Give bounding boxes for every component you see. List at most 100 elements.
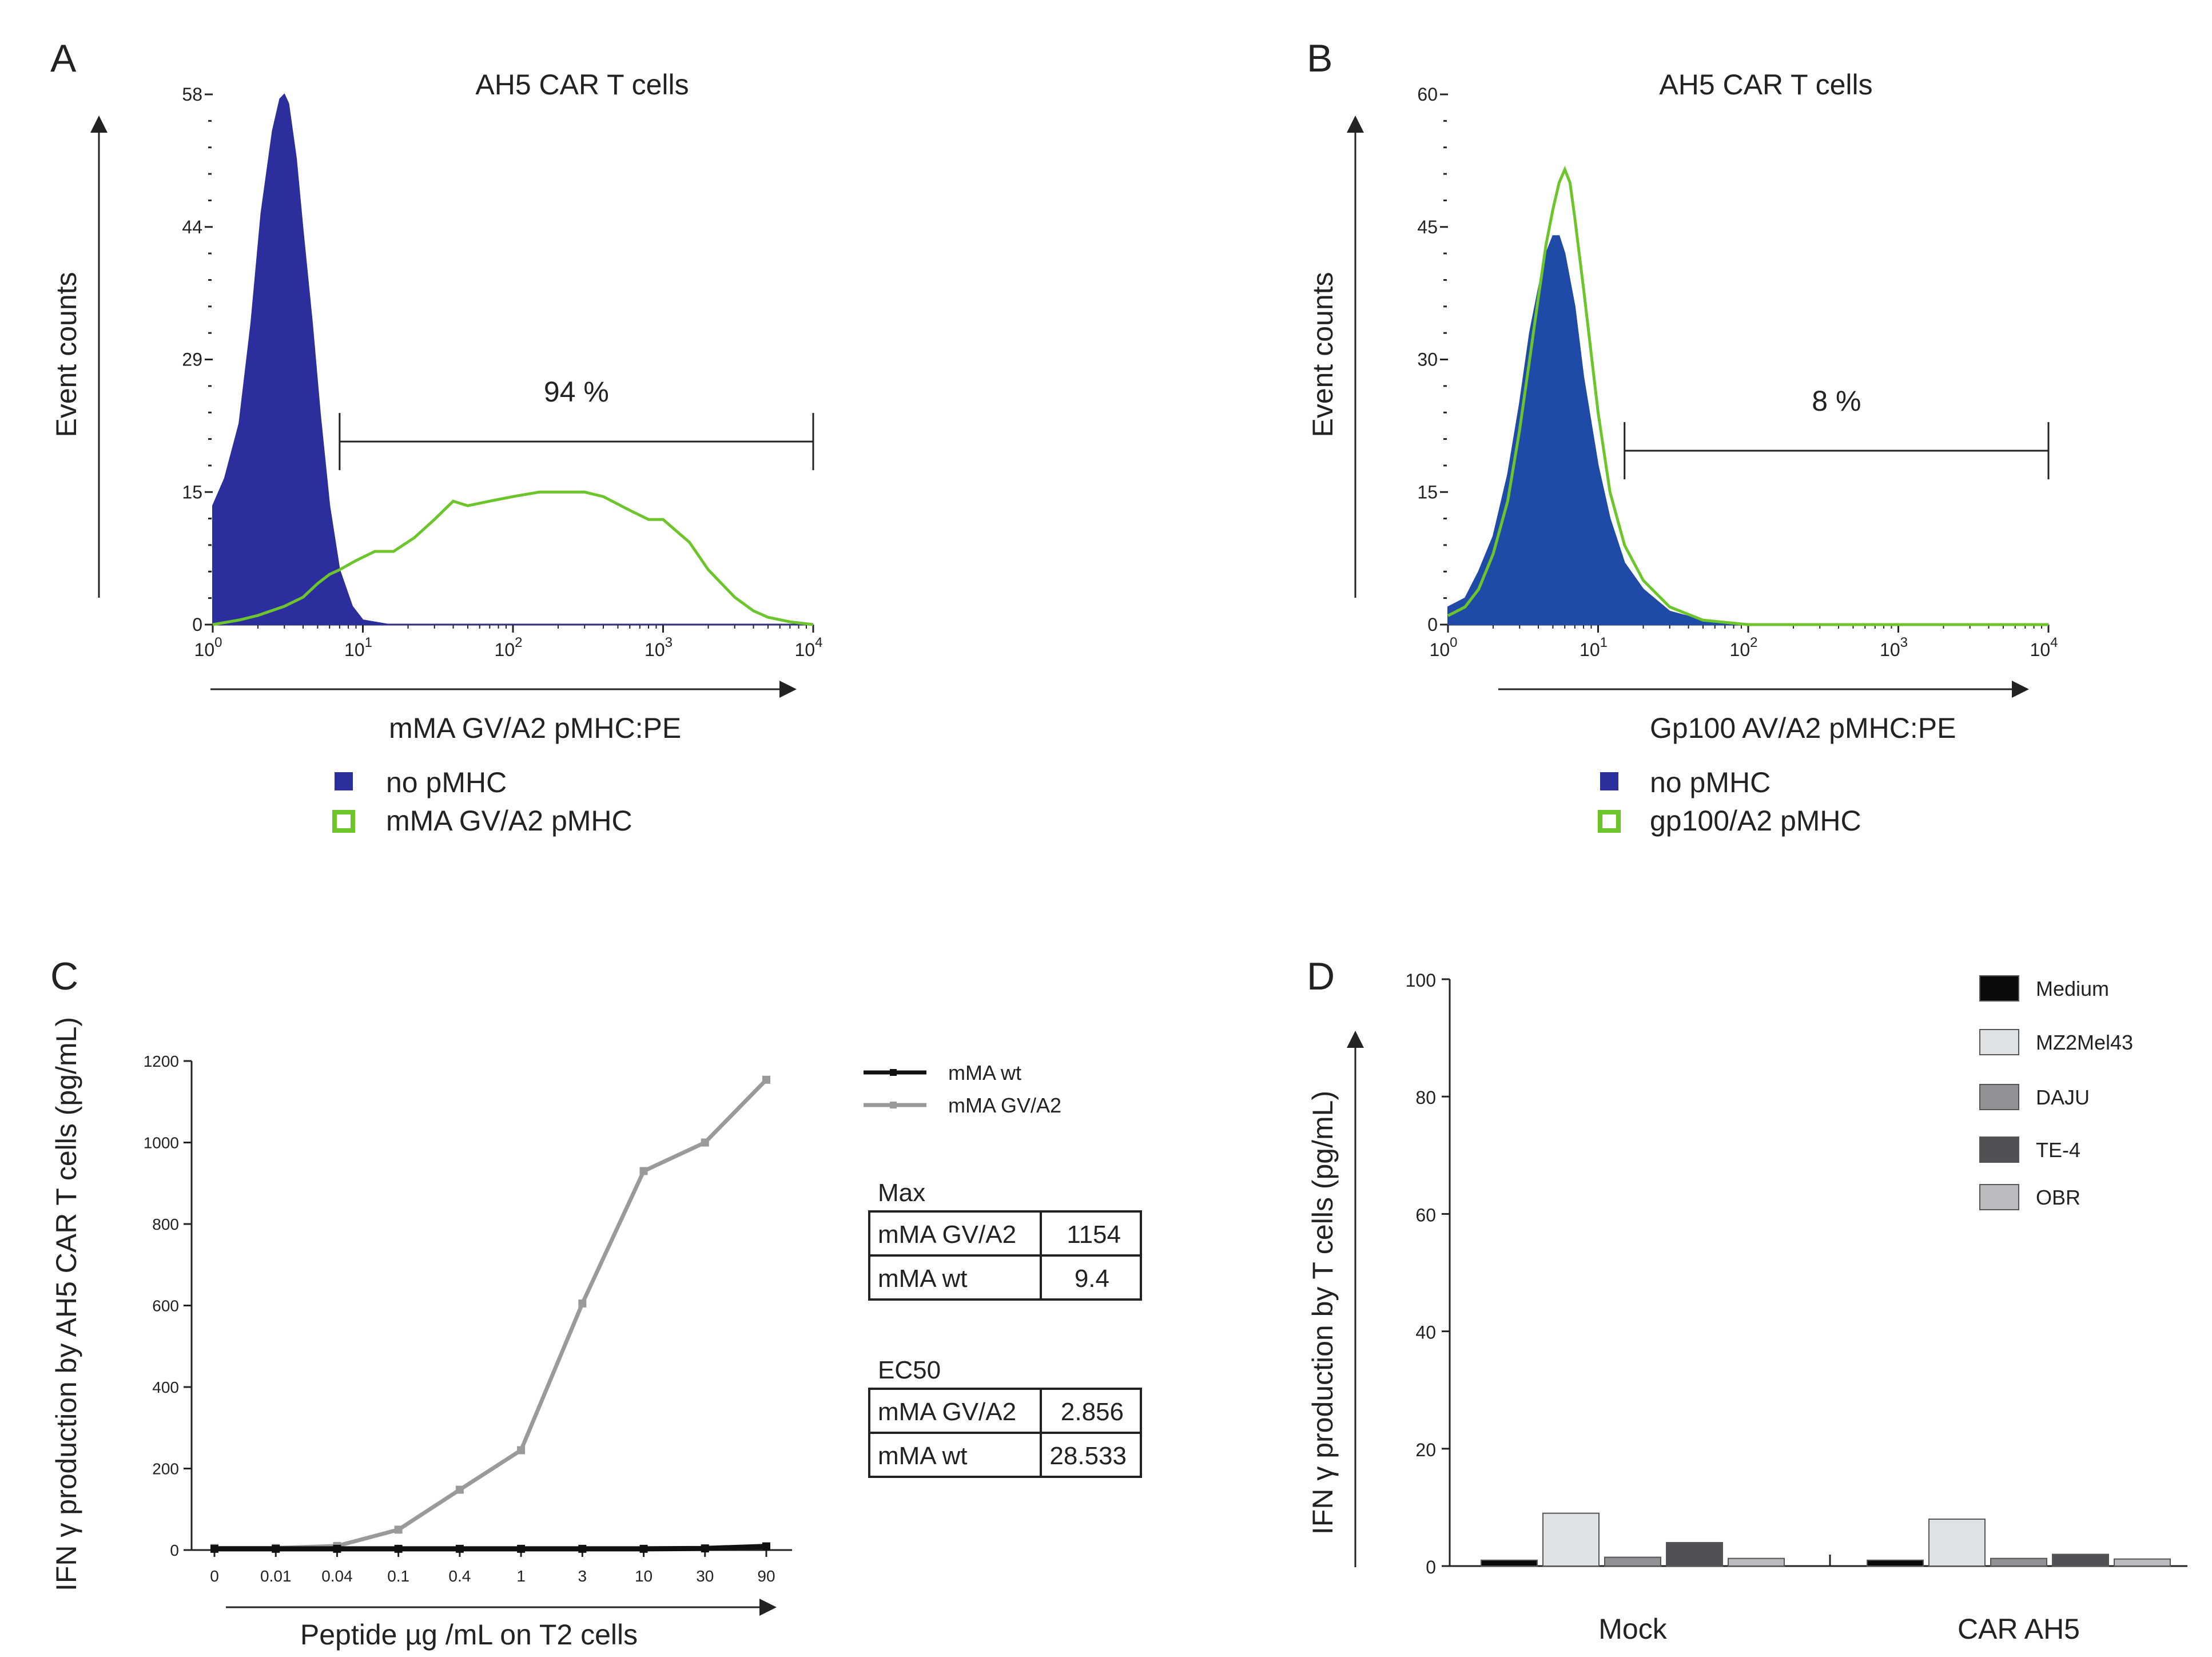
y-tick-label: 200 [152, 1460, 179, 1478]
panel-c-line-chart: C IFN γ production by AH5 CAR T cells (p… [50, 955, 1142, 1651]
legend-swatch [1979, 1184, 2019, 1210]
legend-swatch [1979, 1137, 2019, 1163]
legend-swatch-mma-pmhc [332, 810, 355, 833]
x-tick-label: 101 [344, 635, 372, 660]
panel-d-ylabel: IFN γ production by T cells (pg/mL) [1307, 1091, 1339, 1535]
ec50-table: EC50 mMA GV/A2 2.856 mMA wt 28.533 [868, 1356, 1142, 1478]
legend-label: DAJU [2036, 1086, 2090, 1109]
x-tick-label: 103 [644, 635, 673, 660]
legend-label: mMA GV/A2 pMHC [386, 805, 632, 837]
table-cell: 9.4 [1075, 1265, 1109, 1293]
panel-d-bar-chart: D IFN γ production by T cells (pg/mL) 0 2… [1307, 955, 2187, 1645]
y-tick-label: 100 [1406, 970, 1436, 991]
legend-label: gp100/A2 pMHC [1650, 805, 1861, 837]
legend-swatch [1979, 1084, 2019, 1110]
y-tick-label: 800 [152, 1215, 179, 1233]
legend-label: MZ2Mel43 [2036, 1031, 2133, 1054]
panel-c-legend: mMA wt mMA GV/A2 [864, 1061, 1061, 1117]
y-tick-label: 45 [1417, 217, 1438, 237]
max-table-title: Max [878, 1179, 925, 1207]
panel-a-plot: 0 15 29 44 58 100 101 102 103 104 94 % [182, 84, 822, 660]
x-tick-label: 10 [635, 1567, 653, 1585]
panel-b-xlabel: Gp100 AV/A2 pMHC:PE [1650, 712, 1956, 744]
data-point [333, 1544, 341, 1553]
y-tick-label: 400 [152, 1378, 179, 1396]
x-tick-label: 30 [696, 1567, 714, 1585]
y-tick-label: 1000 [144, 1134, 179, 1152]
y-tick-label: 60 [1415, 1205, 1436, 1225]
y-tick-label: 40 [1415, 1322, 1436, 1343]
y-tick-label: 20 [1415, 1440, 1436, 1460]
panel-letter-a: A [50, 37, 77, 80]
legend-marker-mma-gva2 [890, 1102, 897, 1108]
data-point [455, 1485, 464, 1494]
panel-c-xlabel: Peptide µg /mL on T2 cells [300, 1619, 638, 1651]
gate-percent-label: 94 % [544, 376, 609, 408]
series-line-0 [214, 1544, 767, 1552]
panel-b-legend: no pMHC gp100/A2 pMHC [1598, 766, 1861, 837]
x-tick-label: 102 [1730, 635, 1758, 660]
x-tick-label: 103 [1880, 635, 1908, 660]
y-tick-label: 15 [182, 482, 202, 502]
panel-b-plot: 0 15 30 45 60 100 101 102 103 104 8 % [1417, 84, 2058, 660]
data-point [517, 1446, 526, 1455]
panel-a-legend: no pMHC mMA GV/A2 pMHC [332, 766, 632, 837]
data-point [578, 1544, 587, 1553]
y-tick-label: 30 [1417, 349, 1438, 370]
bar-car-ah5-daju [1990, 1557, 2047, 1567]
data-point [272, 1544, 280, 1553]
panel-d-plot: 0 20 40 60 80 100 Mock CAR AH5 [1406, 970, 2187, 1645]
series-0-filled-histogram [212, 93, 813, 625]
x-tick-label: 1 [516, 1567, 526, 1585]
x-tick-label: 0.1 [387, 1567, 409, 1585]
bar-mock-obr [1728, 1557, 1785, 1567]
legend-label: TE-4 [2036, 1138, 2080, 1162]
y-tick-label: 58 [182, 84, 202, 105]
legend-swatch-gp100-pmhc [1598, 810, 1621, 833]
data-point [639, 1544, 648, 1553]
series-line-1 [214, 1078, 768, 1550]
panel-a-histogram: A AH5 CAR T cells Event counts mMA GV/A2… [50, 37, 822, 837]
x-tick-label: 0 [210, 1567, 219, 1585]
legend-marker-mma-wt [890, 1069, 897, 1076]
x-tick-label: 100 [1430, 635, 1458, 660]
x-category-label: CAR AH5 [1958, 1613, 2080, 1645]
x-tick-label: 0.04 [321, 1567, 353, 1585]
data-point [455, 1544, 464, 1553]
x-tick-label: 101 [1580, 635, 1608, 660]
legend-swatch [1979, 1029, 2019, 1055]
y-tick-label: 15 [1417, 482, 1438, 502]
panel-b-histogram: B AH5 CAR T cells Event counts Gp100 AV/… [1307, 37, 2058, 837]
data-point [517, 1544, 526, 1553]
data-point [639, 1167, 648, 1175]
x-tick-label: 102 [495, 635, 523, 660]
bar-car-ah5-te-4 [2052, 1553, 2109, 1567]
panel-a-ylabel: Event counts [50, 272, 82, 437]
panel-b-title: AH5 CAR T cells [1659, 69, 1872, 101]
x-tick-label: 104 [795, 635, 823, 660]
legend-label: mMA GV/A2 [948, 1094, 1061, 1117]
data-point [394, 1525, 403, 1534]
legend-swatch [1979, 975, 2019, 1002]
y-tick-label: 600 [152, 1297, 179, 1315]
y-tick-label: 60 [1417, 84, 1438, 105]
x-category-label: Mock [1598, 1613, 1667, 1645]
x-tick-label: 100 [194, 635, 222, 660]
y-tick-label: 29 [182, 349, 202, 370]
x-tick-label: 104 [2030, 635, 2058, 660]
y-tick-label: 80 [1415, 1087, 1436, 1108]
data-point [701, 1138, 709, 1147]
y-tick-label: 1200 [144, 1052, 179, 1070]
panel-b-ylabel: Event counts [1307, 272, 1339, 437]
series-0-filled-histogram [1447, 235, 2048, 625]
bar-mock-daju [1604, 1556, 1661, 1567]
panel-d-legend: Medium MZ2Mel43 DAJU TE-4 OBR [1979, 975, 2133, 1210]
panel-a-xlabel: mMA GV/A2 pMHC:PE [389, 712, 681, 744]
data-point [210, 1544, 218, 1553]
table-cell: mMA GV/A2 [878, 1398, 1016, 1426]
panel-c-plot: 0 200 400 600 800 1000 1200 0 0.01 0.04 0.1 0.4 1 3 10… [144, 1052, 792, 1585]
x-tick-label: 90 [757, 1567, 775, 1585]
data-point [762, 1075, 770, 1084]
bar-car-ah5-obr [2114, 1558, 2171, 1567]
